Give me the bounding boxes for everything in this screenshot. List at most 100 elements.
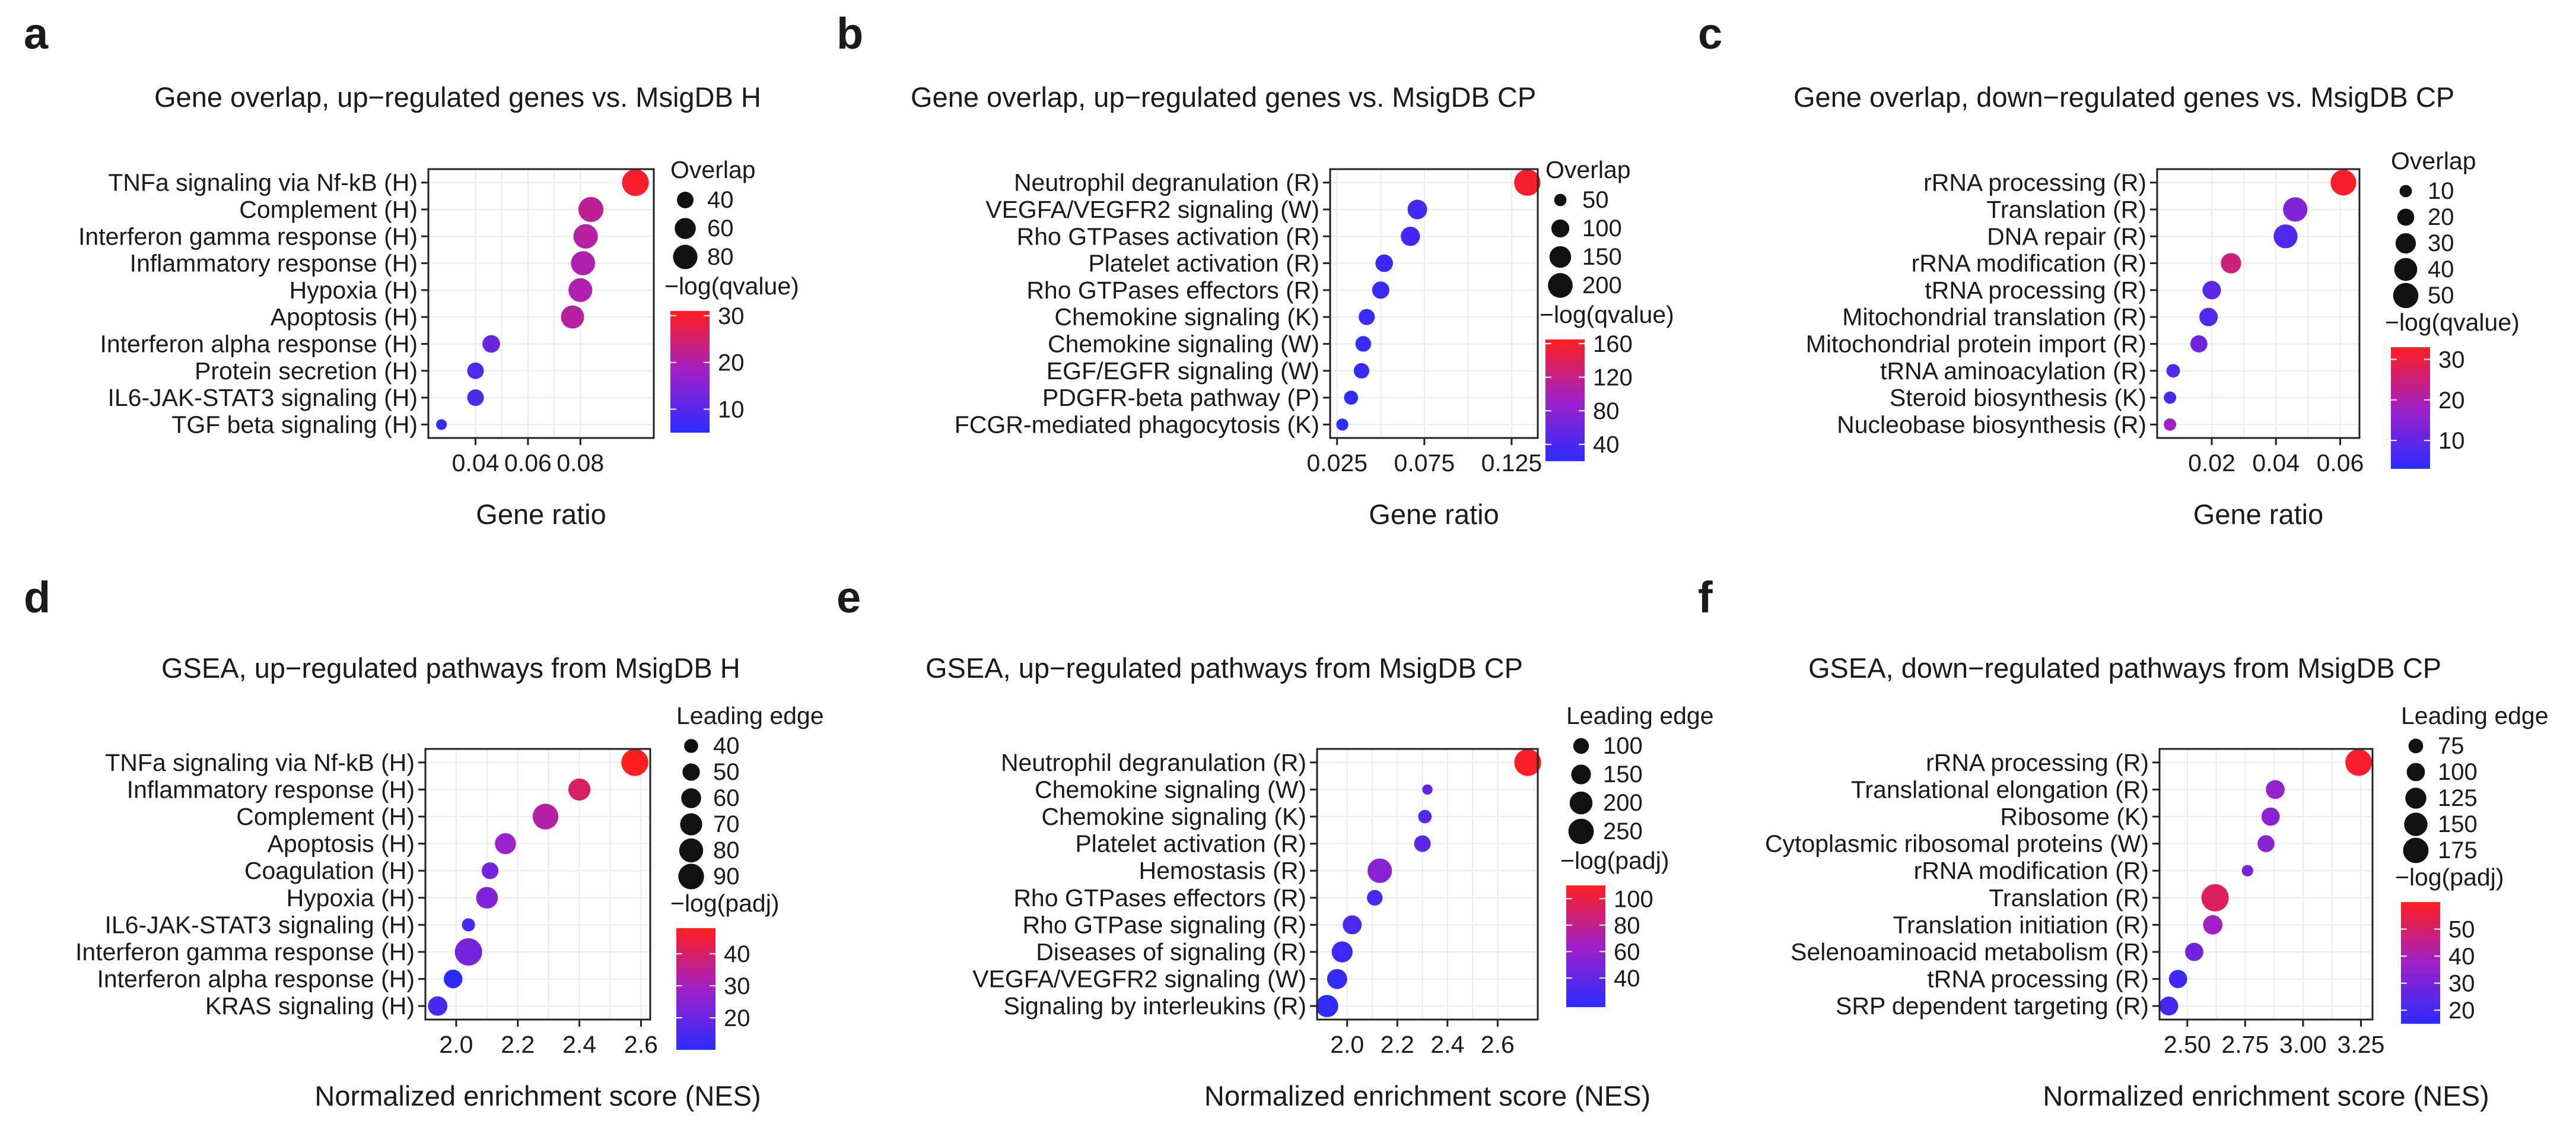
color-legend-bar: [2391, 347, 2430, 469]
data-point: [1327, 969, 1347, 989]
data-point: [2159, 996, 2179, 1016]
y-tick-label: tRNA processing (R): [1925, 277, 2146, 304]
x-tick-label: 0.04: [452, 449, 500, 477]
x-tick-label: 2.50: [2164, 1031, 2211, 1058]
y-tick-label: Apoptosis (H): [268, 830, 415, 858]
data-point: [2330, 170, 2356, 196]
data-point: [1372, 281, 1389, 299]
y-tick-label: IL6-JAK-STAT3 signaling (H): [104, 911, 415, 938]
size-legend-label: 250: [1603, 818, 1643, 844]
data-point: [2202, 281, 2221, 300]
size-legend-dot: [2406, 763, 2425, 782]
x-tick-label: 2.2: [501, 1031, 535, 1058]
size-legend-label: 50: [2428, 282, 2454, 309]
plot-frame: [1316, 748, 1539, 1021]
y-tick-label: Translational elongation (R): [1851, 776, 2149, 803]
x-tick-label: 2.6: [624, 1031, 658, 1058]
size-legend-dot: [2405, 788, 2426, 809]
y-tick-label: Rho GTPase signaling (R): [1022, 911, 1306, 938]
color-legend-label: 40: [2448, 944, 2475, 970]
data-point: [2201, 884, 2229, 912]
data-point: [481, 862, 499, 879]
size-legend-label: 80: [707, 244, 734, 270]
x-axis-label: Gene ratio: [1369, 499, 1499, 530]
data-point: [1359, 309, 1375, 325]
data-point: [2261, 807, 2280, 826]
size-legend-dot: [1569, 791, 1593, 815]
panel-label: c: [1698, 9, 1722, 58]
x-axis-label: Normalized enrichment score (NES): [314, 1080, 761, 1112]
y-tick-label: DNA repair (R): [1987, 223, 2146, 250]
data-point: [2164, 391, 2177, 404]
data-point: [532, 804, 559, 830]
y-tick-label: rRNA processing (R): [1926, 749, 2149, 776]
color-legend-label: 20: [2448, 998, 2475, 1024]
size-legend-dot: [679, 838, 704, 863]
size-legend-label: 40: [713, 733, 740, 759]
data-point: [2168, 970, 2187, 988]
y-tick-label: Platelet activation (R): [1075, 830, 1306, 858]
y-tick-label: Neutrophil degranulation (R): [1001, 749, 1306, 776]
size-legend-label: 100: [2438, 759, 2478, 785]
size-legend-label: 40: [2428, 256, 2454, 282]
y-tick-label: Complement (H): [239, 196, 418, 223]
panel-label: e: [837, 573, 861, 622]
size-legend-dot: [1549, 246, 1572, 268]
y-tick-label: Rho GTPases effectors (R): [1013, 884, 1306, 912]
y-tick-label: Nucleobase biosynthesis (R): [1837, 411, 2146, 438]
size-legend-label: 200: [1603, 790, 1643, 816]
data-point: [2164, 418, 2177, 431]
color-legend-title: −log(qvalue): [664, 272, 799, 300]
y-tick-label: Rho GTPases effectors (R): [1026, 277, 1319, 304]
size-legend-dot: [681, 788, 701, 808]
x-tick-label: 0.125: [1481, 449, 1543, 477]
data-point: [1418, 809, 1432, 824]
size-legend-dot: [684, 739, 698, 753]
y-tick-label: Mitochondrial translation (R): [1842, 303, 2146, 331]
size-legend-dot: [1548, 273, 1573, 298]
color-legend-label: 40: [724, 941, 750, 967]
x-tick-label: 2.0: [439, 1031, 473, 1058]
x-tick-label: 0.06: [2317, 449, 2364, 477]
size-legend-title: Overlap: [2391, 147, 2476, 174]
y-tick-label: tRNA aminoacylation (R): [1880, 357, 2146, 385]
data-point: [1414, 835, 1431, 852]
panel-label: d: [24, 573, 50, 622]
y-tick-label: Protein secretion (H): [195, 357, 418, 385]
data-point: [436, 419, 447, 430]
plot-area: [2160, 749, 2373, 1020]
plot-frame: [424, 748, 651, 1021]
data-point: [561, 305, 584, 329]
size-legend-label: 60: [707, 215, 734, 242]
size-legend-dot: [675, 218, 696, 239]
x-axis-label: Gene ratio: [476, 499, 606, 530]
plot-area: [1330, 169, 1538, 438]
size-legend-dot: [682, 763, 700, 781]
x-tick-label: 0.02: [2188, 449, 2235, 477]
y-tick-label: Steroid biosynthesis (K): [1890, 384, 2146, 411]
x-tick-label: 3.25: [2338, 1031, 2385, 1058]
size-legend-title: Leading edge: [2401, 702, 2549, 729]
color-legend-label: 30: [718, 303, 745, 329]
data-point: [428, 996, 448, 1016]
y-tick-label: Interferon gamma response (H): [75, 938, 415, 966]
size-legend-dot: [2404, 812, 2428, 836]
data-point: [462, 918, 475, 932]
x-axis-label: Normalized enrichment score (NES): [1204, 1080, 1650, 1112]
size-legend-dot: [680, 813, 702, 836]
chart-title: Gene overlap, up−regulated genes vs. Msi…: [911, 81, 1536, 113]
y-tick-label: Chemokine signaling (K): [1054, 303, 1319, 331]
y-tick-label: FCGR-mediated phagocytosis (K): [955, 411, 1319, 438]
data-point: [622, 169, 649, 196]
color-legend-title: −log(padj): [2395, 863, 2504, 891]
size-legend-label: 150: [1603, 761, 1643, 788]
color-legend-label: 30: [2438, 347, 2465, 373]
data-point: [573, 224, 598, 249]
y-tick-label: Inflammatory response (H): [130, 250, 418, 277]
plot-frame: [2158, 748, 2374, 1021]
size-legend-label: 80: [713, 837, 740, 863]
size-legend-dot: [1573, 738, 1589, 754]
panel-d: d GSEA, up−regulated pathways from MsigDB…: [24, 573, 824, 1112]
data-point: [2241, 865, 2253, 877]
data-point: [1422, 784, 1433, 795]
